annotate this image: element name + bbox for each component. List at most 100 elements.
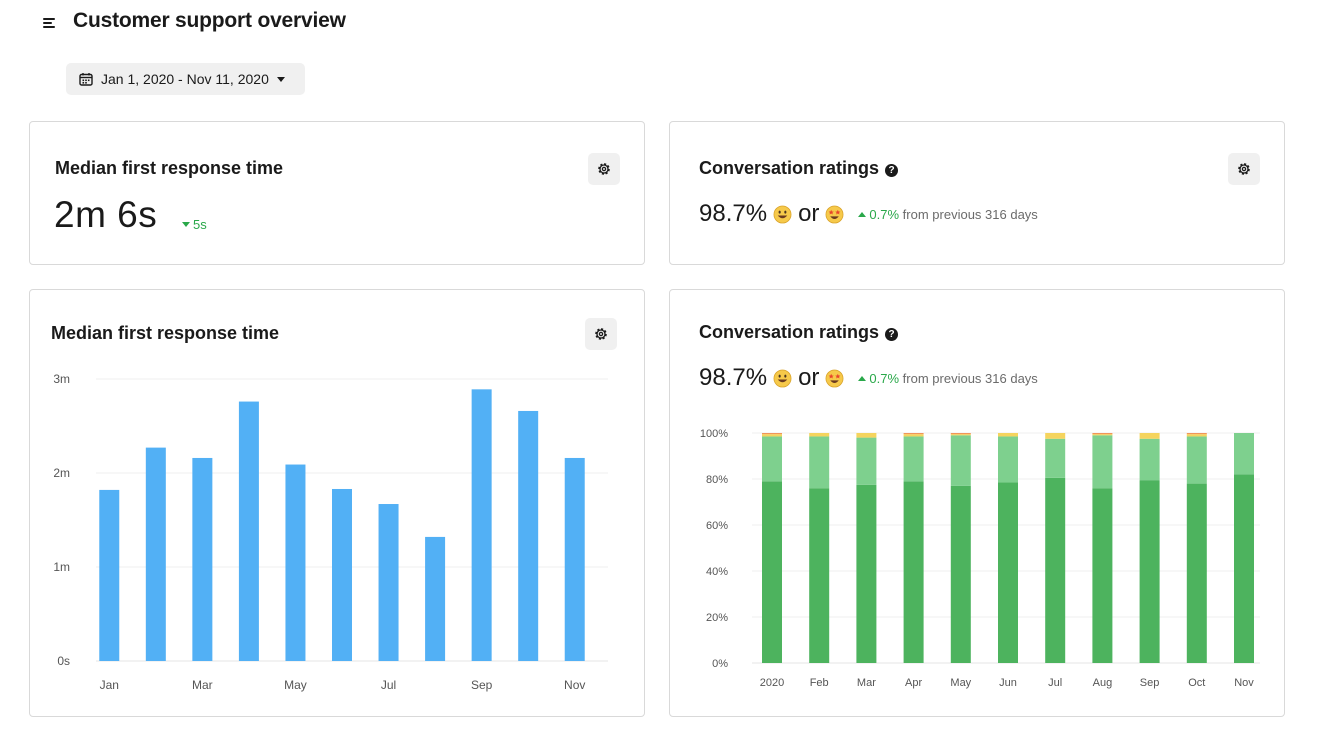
y-tick-label: 60%: [706, 520, 728, 532]
bar-segment: [1045, 438, 1066, 478]
bar-segment: [1045, 433, 1066, 439]
bar-segment: [903, 434, 924, 437]
bar-segment: [1092, 488, 1113, 663]
bar-segment: [1186, 436, 1207, 484]
bar-segment: [1092, 433, 1113, 435]
settings-button[interactable]: [1228, 153, 1260, 185]
bar-segment: [950, 485, 971, 663]
bar-segment: [762, 436, 782, 482]
y-tick-label: 1m: [53, 560, 70, 574]
response-time-bar-chart: 0s 1m 2m 3m Jan Mar May Jul Sep Nov: [53, 372, 608, 692]
bar-segment: [1139, 433, 1160, 439]
star-struck-emoji-icon: [825, 205, 844, 223]
ratings-chart-card: Conversation ratings? 98.7% or 0.7% from…: [669, 289, 1285, 717]
x-tick-label: Mar: [857, 677, 876, 689]
rating-change: 0.7% from previous 316 days: [858, 206, 1038, 222]
delta-suffix: from previous 316 days: [902, 206, 1038, 222]
y-tick-label: 0s: [57, 654, 70, 668]
bar: [99, 489, 120, 661]
x-tick-label: Sep: [471, 678, 493, 692]
menu-line: [43, 18, 55, 20]
card-title: Conversation ratings?: [699, 158, 899, 179]
x-tick-label: Jan: [100, 678, 119, 692]
bar-segment: [856, 433, 877, 438]
y-tick-label: 3m: [53, 372, 70, 386]
bar-segment: [998, 433, 1018, 437]
ratings-line: 98.7% or 0.7% from previous 316 days: [699, 200, 1038, 228]
smiley-emoji-icon: [773, 369, 792, 387]
arrow-up-icon: [858, 211, 867, 217]
chevron-down-icon: [276, 76, 285, 82]
response-time-summary-card: Median first response time 2m 6s 5s: [29, 121, 645, 265]
help-icon[interactable]: ?: [885, 164, 899, 177]
card-title: Median first response time: [55, 158, 284, 178]
response-time-delta: 5s: [182, 217, 207, 232]
response-time-chart-card: Median first response time 0s 1m 2m 3m Jan Ma…: [29, 289, 645, 717]
y-tick-label: 40%: [706, 566, 728, 578]
smiley-emoji-icon: [773, 205, 792, 223]
x-tick-label: 2020: [760, 677, 784, 689]
gear-icon: [595, 328, 607, 340]
menu-line: [43, 22, 52, 24]
settings-button[interactable]: [588, 153, 620, 185]
bar-segment: [903, 433, 924, 435]
date-range-picker[interactable]: Jan 1, 2020 - Nov 11, 2020: [66, 63, 305, 95]
x-tick-label: May: [950, 677, 971, 689]
y-tick-label: 0%: [712, 658, 728, 670]
rating-change: 0.7% from previous 316 days: [858, 370, 1038, 386]
y-tick-label: 2m: [53, 466, 70, 480]
bar: [518, 410, 539, 661]
bar: [145, 447, 166, 661]
card-title: Conversation ratings?: [699, 322, 899, 343]
card-title-text: Conversation ratings: [699, 158, 880, 178]
bar: [285, 464, 306, 661]
x-tick-label: Aug: [1093, 677, 1113, 689]
bar-segment: [762, 433, 782, 435]
rating-percent: 98.7%: [699, 364, 768, 391]
x-tick-label: Mar: [192, 678, 213, 692]
bar-segment: [1045, 477, 1066, 663]
bar-segment: [950, 433, 971, 435]
y-tick-label: 80%: [706, 474, 728, 486]
delta-value: 5s: [193, 217, 207, 232]
bar-segment: [1186, 434, 1207, 437]
settings-button[interactable]: [585, 318, 617, 350]
bar: [238, 401, 259, 661]
bar: [564, 457, 585, 661]
bar-segment: [1186, 433, 1207, 435]
x-tick-label: May: [284, 678, 307, 692]
x-tick-label: Feb: [810, 677, 829, 689]
menu-icon[interactable]: [41, 14, 59, 32]
bar: [332, 488, 352, 661]
x-tick-label: Sep: [1140, 677, 1160, 689]
page-title: Customer support overview: [73, 9, 346, 32]
bar-segment: [1186, 483, 1207, 663]
or-text: or: [798, 200, 820, 227]
calendar-icon: [79, 73, 93, 86]
help-icon[interactable]: ?: [885, 328, 899, 341]
star-struck-emoji-icon: [825, 369, 844, 387]
ratings-line: 98.7% or 0.7% from previous 316 days: [699, 364, 1038, 392]
x-tick-label: Oct: [1188, 677, 1205, 689]
bar-segment: [856, 484, 877, 663]
x-tick-label: Apr: [905, 677, 922, 689]
bar: [471, 389, 492, 661]
gear-icon: [598, 163, 610, 175]
bar-segment: [950, 435, 971, 486]
bar-segment: [903, 436, 924, 482]
bar: [378, 504, 399, 661]
bar-segment: [809, 436, 830, 489]
ratings-stacked-bar-chart: 0% 20% 40% 60% 80% 100% 2020 Feb Mar Apr May Jun Jul…: [700, 428, 1260, 689]
x-tick-label: Jun: [999, 677, 1017, 689]
bar-segment: [903, 481, 924, 663]
delta-suffix: from previous 316 days: [902, 370, 1038, 386]
bar-segment: [998, 436, 1018, 483]
bar-segment: [1092, 435, 1113, 489]
gear-icon: [1238, 163, 1250, 175]
date-range-label: Jan 1, 2020 - Nov 11, 2020: [101, 71, 269, 87]
bar-segment: [856, 437, 877, 485]
response-time-value: 2m 6s: [54, 194, 158, 235]
or-text: or: [798, 364, 820, 391]
y-tick-label: 20%: [706, 612, 728, 624]
bar-segment: [1234, 433, 1254, 475]
